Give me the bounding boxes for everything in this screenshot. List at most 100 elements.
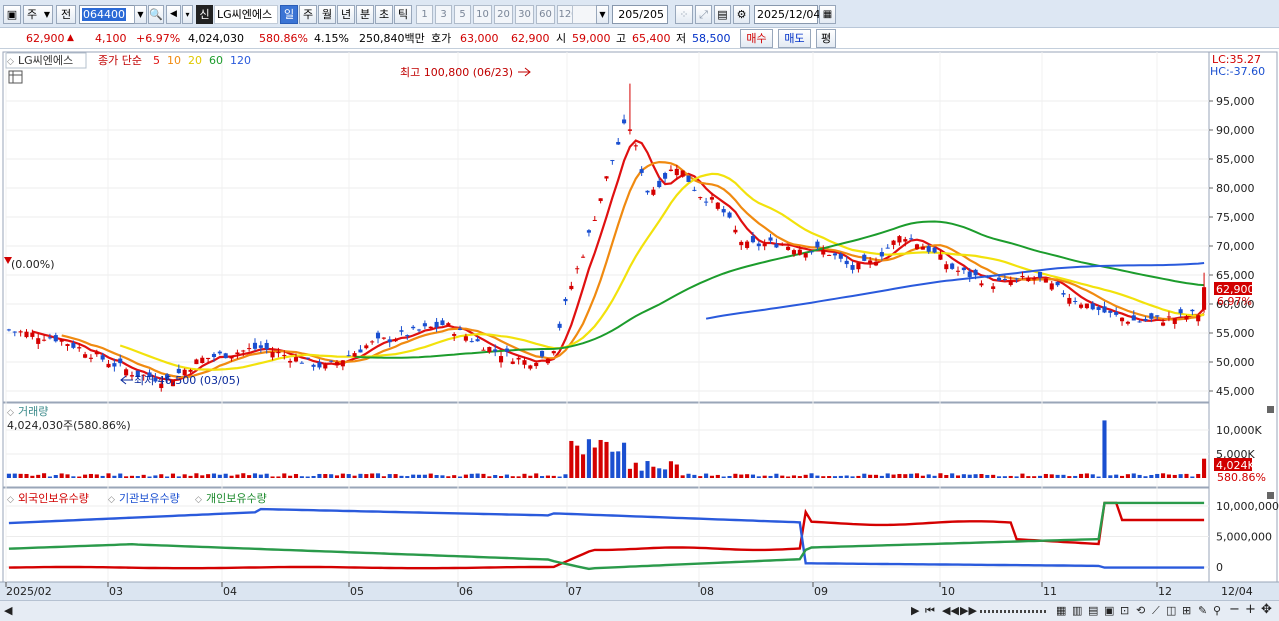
- individual-holdings-label: 개인보유수량: [206, 492, 267, 505]
- prev-page-icon[interactable]: ◀◀: [942, 604, 959, 617]
- candle-body: [504, 348, 509, 352]
- candle-view-icon[interactable]: ▤: [1088, 604, 1099, 617]
- date-field[interactable]: 2025/12/04: [754, 5, 820, 24]
- candle-body: [334, 362, 340, 366]
- candle-body: [622, 119, 627, 124]
- candle-body: [1049, 283, 1054, 290]
- candle-body: [1120, 317, 1125, 322]
- candle-body: [1161, 322, 1166, 326]
- candle-body: [1149, 313, 1154, 319]
- line-view-icon[interactable]: ⟋: [1152, 604, 1160, 617]
- period-tab-3[interactable]: 년: [337, 5, 355, 24]
- speaker-dropdown-icon[interactable]: ▾: [182, 5, 193, 24]
- period-tab-2[interactable]: 월: [318, 5, 336, 24]
- zoom-in-icon[interactable]: +: [1245, 602, 1256, 617]
- code-dropdown-chevron-icon[interactable]: ▼: [134, 5, 147, 24]
- period-tab-4[interactable]: 분: [356, 5, 374, 24]
- eval-button[interactable]: 평: [816, 29, 836, 48]
- volume-bar: [305, 476, 310, 478]
- search-icon[interactable]: 🔍: [148, 5, 164, 24]
- refresh-view-icon[interactable]: ⟲: [1136, 604, 1146, 617]
- candle-body: [165, 374, 170, 379]
- volume-bar: [1155, 473, 1160, 478]
- sell-button[interactable]: 매도: [778, 29, 811, 48]
- count-field[interactable]: 205/205: [612, 5, 668, 24]
- volume-bar: [850, 476, 855, 478]
- crosshair-icon[interactable]: ⤢: [695, 5, 712, 24]
- candle-body: [791, 250, 797, 255]
- volume-panel-close-icon[interactable]: [1267, 406, 1274, 413]
- interval-button-60[interactable]: 60: [536, 5, 555, 24]
- split-view-icon[interactable]: ▥: [1072, 604, 1083, 617]
- crosshair-view-icon[interactable]: ⊞: [1182, 604, 1192, 617]
- next-page-icon[interactable]: ▶▶: [960, 604, 977, 617]
- drag-icon[interactable]: ⁘: [675, 5, 693, 24]
- candle-body: [211, 353, 217, 358]
- candle-body: [762, 243, 767, 247]
- table-view-icon[interactable]: ▦: [1056, 604, 1067, 617]
- candle-body: [1037, 271, 1043, 278]
- scroll-left-icon[interactable]: ◀: [4, 604, 13, 617]
- candle-body: [534, 362, 539, 367]
- period-tab-6[interactable]: 틱: [394, 5, 412, 24]
- interval-button-30[interactable]: 30: [515, 5, 534, 24]
- holdings-panel-close-icon[interactable]: [1267, 492, 1274, 499]
- low-label: 저: [676, 32, 687, 45]
- first-page-icon[interactable]: ⏮: [925, 604, 935, 617]
- candle-body: [6, 329, 11, 331]
- interval-button-1[interactable]: 1: [416, 5, 433, 24]
- candle-body: [827, 254, 832, 256]
- horizontal-scrollbar[interactable]: ◀ ▶ ⏮ ◀◀ ▶▶ ▦ ▥ ▤ ▣ ⊡ ⟲ ⟋ ◫ ⊞ ✎ ⚲ − + ✥: [0, 600, 1279, 621]
- candle-body: [996, 277, 1002, 281]
- table-toggle-icon[interactable]: [8, 70, 23, 84]
- prev-button[interactable]: 전: [56, 5, 76, 24]
- last-price-tag: [1214, 282, 1252, 295]
- zoom-out-icon[interactable]: −: [1229, 602, 1240, 617]
- zoom-slider[interactable]: [980, 610, 1046, 613]
- candle-body: [405, 335, 410, 337]
- volume-bar: [1108, 475, 1113, 478]
- interval-dropdown-chevron-icon[interactable]: ▼: [596, 5, 609, 24]
- candle-body: [1043, 278, 1048, 283]
- volume-bar: [604, 441, 609, 478]
- volume-bar: [18, 473, 23, 478]
- calendar-icon[interactable]: ▦: [819, 5, 836, 24]
- candle-body: [1008, 280, 1013, 285]
- magnifier-icon[interactable]: ⚲: [1213, 604, 1222, 617]
- save-icon[interactable]: ▤: [714, 5, 731, 24]
- interval-button-3[interactable]: 3: [435, 5, 452, 24]
- volume-bar: [428, 473, 433, 478]
- candle-body: [715, 202, 720, 209]
- chart-area[interactable]: 95,000 90,000 85,000 80,000 75,000 70,000 65,0…: [0, 50, 1279, 600]
- period-tab-5[interactable]: 초: [375, 5, 393, 24]
- buy-button[interactable]: 매수: [740, 29, 773, 48]
- speaker-icon[interactable]: ◀: [166, 5, 181, 24]
- period-type-select[interactable]: 주 ▼: [23, 5, 53, 24]
- expand-view-icon[interactable]: ⊡: [1120, 604, 1130, 617]
- tools-icon[interactable]: ✎: [1198, 604, 1208, 617]
- period-tab-1[interactable]: 주: [299, 5, 317, 24]
- volume-bar: [1078, 473, 1084, 478]
- volume-bar: [586, 439, 591, 478]
- period-tab-0[interactable]: 일: [280, 5, 298, 24]
- move-icon[interactable]: ✥: [1261, 602, 1272, 617]
- volume-bar: [346, 474, 351, 478]
- volume-bar: [135, 476, 140, 478]
- fit-view-icon[interactable]: ▣: [1104, 604, 1115, 617]
- candle-body: [135, 370, 140, 377]
- volume-bar: [1055, 474, 1060, 478]
- interval-button-5[interactable]: 5: [454, 5, 471, 24]
- volume-bar: [288, 475, 293, 478]
- volume-bar: [59, 473, 64, 478]
- volume-bar: [709, 475, 715, 478]
- candle-body: [979, 283, 984, 286]
- layout-icon[interactable]: ▣: [3, 5, 21, 24]
- interval-button-10[interactable]: 10: [473, 5, 492, 24]
- interval-button-20[interactable]: 20: [494, 5, 513, 24]
- candle-body: [42, 339, 47, 341]
- candle-body: [94, 352, 99, 355]
- scroll-right-icon[interactable]: ▶: [911, 604, 920, 617]
- log-scale-icon[interactable]: ◫: [1166, 604, 1177, 617]
- gear-icon[interactable]: ⚙: [733, 5, 750, 24]
- stock-code-input[interactable]: 064400: [79, 5, 135, 24]
